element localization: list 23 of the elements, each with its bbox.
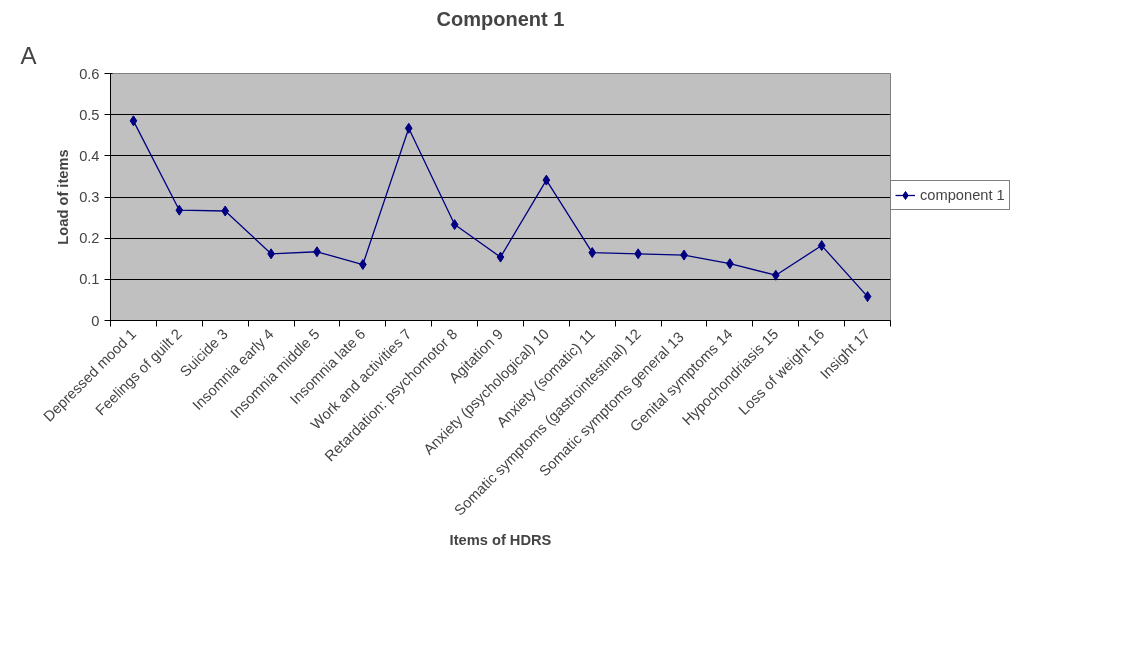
y-tick-label: 0.5: [79, 106, 100, 123]
y-tick-label: 0.1: [79, 271, 100, 288]
point: [175, 204, 184, 216]
point: [542, 174, 551, 186]
chart-title: Component 1: [436, 7, 565, 30]
legend-label: component 1: [920, 187, 1005, 203]
y-tick-label: 0.6: [79, 65, 100, 82]
point: [863, 291, 872, 303]
point: [221, 205, 230, 217]
point: [817, 240, 826, 252]
x-axis-title: Items of HDRS: [449, 532, 552, 549]
point: [496, 251, 505, 263]
y-tick-label: 0.4: [79, 147, 100, 164]
point: [404, 122, 413, 134]
point: [771, 269, 780, 281]
y-axis-title: Load of items: [55, 149, 72, 245]
text: A: [20, 41, 37, 69]
point: [129, 115, 138, 127]
y-tick-label: 0.2: [79, 230, 100, 247]
point: [588, 247, 597, 259]
y-tick-label: 0: [91, 312, 100, 329]
y-tick-label: 0.3: [79, 189, 100, 205]
point: [450, 219, 459, 231]
